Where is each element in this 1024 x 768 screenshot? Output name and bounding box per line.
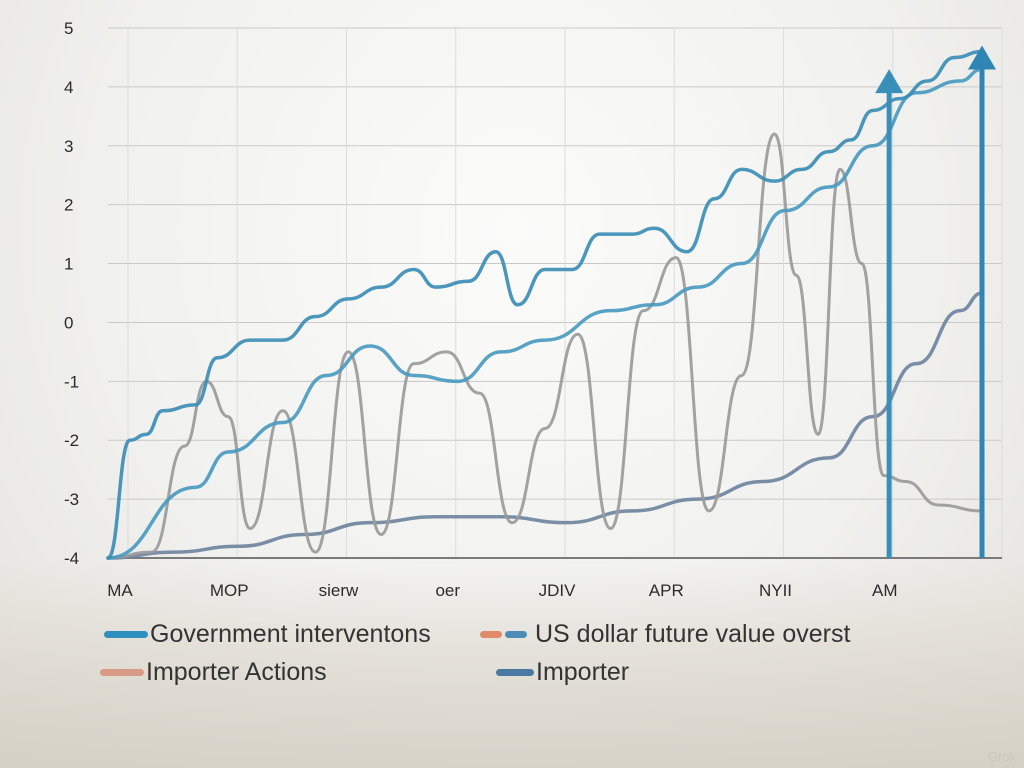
y-tick-label: 0 [64,313,73,332]
x-tick-label: oer [435,581,460,600]
arrow-annotations [875,45,996,558]
y-axis-ticks: 5 4 3 2 1 0 -1 -2 -3 -4 [64,19,79,568]
series-line-3 [106,291,984,560]
y-tick-label: -4 [64,549,79,568]
x-tick-label: AM [872,581,898,600]
x-tick-label: MOP [210,581,249,600]
y-tick-label: -1 [64,372,79,391]
x-tick-label: MA [107,581,133,600]
watermark-text: Grok [987,749,1016,764]
x-tick-label: NYII [759,581,792,600]
arrow-head [968,45,996,70]
series-line-2 [106,132,984,560]
y-tick-label: 1 [64,255,73,274]
x-tick-label: JDIV [539,581,577,600]
series-line-1 [106,67,984,560]
y-tick-label: 5 [64,19,73,38]
x-tick-label: sierw [319,581,359,600]
series-lines [106,49,984,560]
y-tick-label: -2 [64,431,79,450]
y-tick-label: 3 [64,137,73,156]
series-line-0 [106,49,984,560]
x-axis-ticks: MA MOP sierw oer JDIV APR NYII AM [107,581,897,600]
y-tick-label: 2 [64,196,73,215]
y-tick-label: -3 [64,490,79,509]
y-tick-label: 4 [64,78,73,97]
grid [108,27,1003,559]
x-tick-label: APR [649,581,684,600]
arrow-head [875,69,904,94]
chart-floor-shading [0,560,1024,768]
